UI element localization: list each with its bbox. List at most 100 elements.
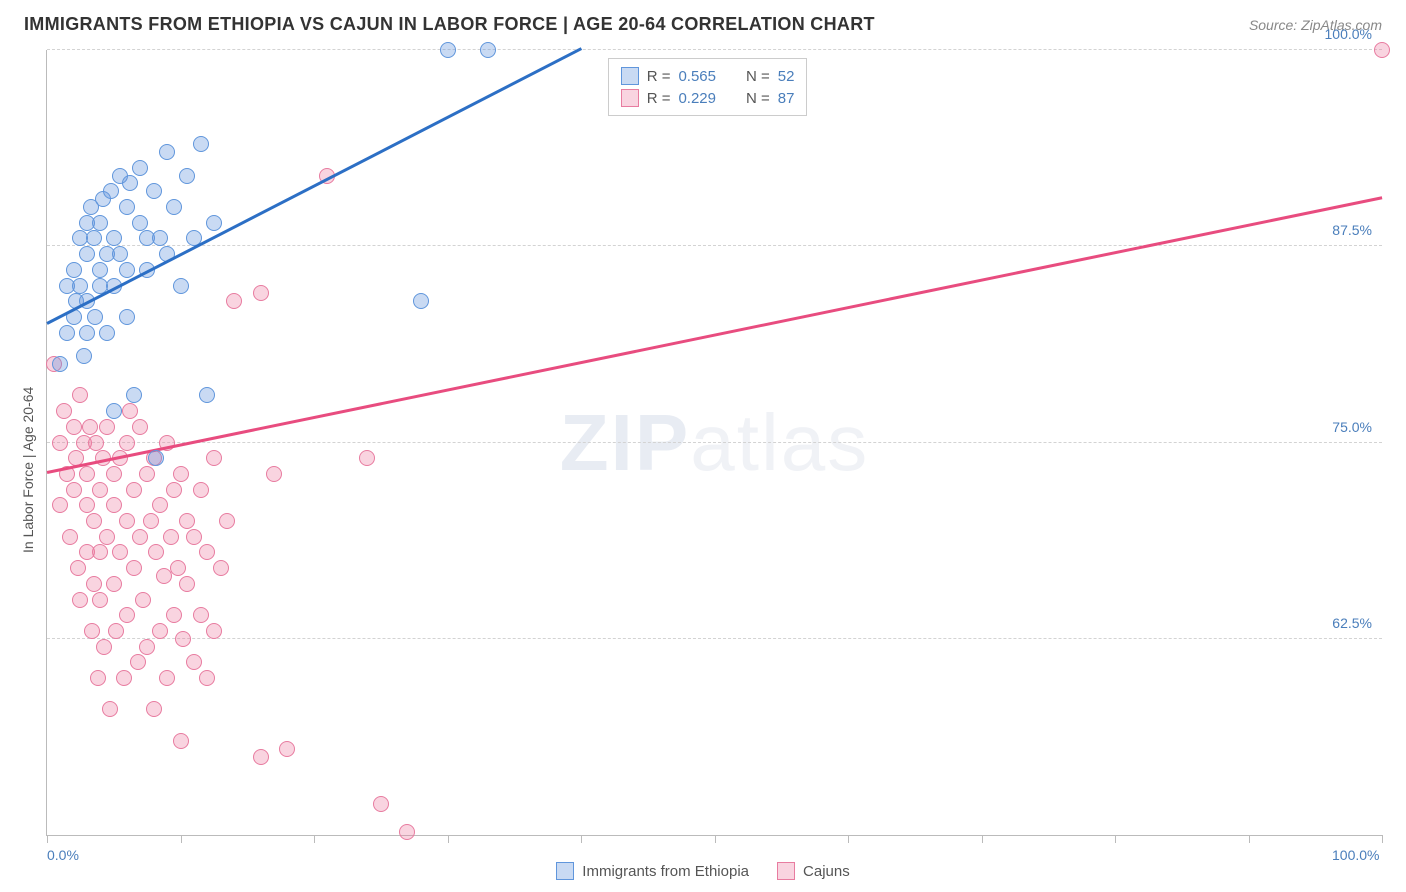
data-point-cajun <box>206 623 222 639</box>
x-tick-mark <box>448 835 449 843</box>
data-point-ethiopia <box>206 215 222 231</box>
bottom-legend: Immigrants from Ethiopia Cajuns <box>0 862 1406 880</box>
data-point-cajun <box>79 466 95 482</box>
y-axis-label: In Labor Force | Age 20-64 <box>20 387 36 553</box>
data-point-ethiopia <box>79 325 95 341</box>
data-point-cajun <box>173 733 189 749</box>
data-point-ethiopia <box>166 199 182 215</box>
data-point-cajun <box>90 670 106 686</box>
data-point-cajun <box>186 529 202 545</box>
data-point-cajun <box>126 560 142 576</box>
legend-item-ethiopia: Immigrants from Ethiopia <box>556 862 749 880</box>
data-point-cajun <box>199 670 215 686</box>
data-point-cajun <box>135 592 151 608</box>
data-point-cajun <box>266 466 282 482</box>
data-point-cajun <box>56 403 72 419</box>
data-point-ethiopia <box>59 325 75 341</box>
data-point-cajun <box>373 796 389 812</box>
data-point-ethiopia <box>132 215 148 231</box>
data-point-ethiopia <box>66 262 82 278</box>
data-point-cajun <box>119 435 135 451</box>
gridline <box>47 442 1382 443</box>
data-point-ethiopia <box>122 175 138 191</box>
data-point-cajun <box>130 654 146 670</box>
data-point-cajun <box>170 560 186 576</box>
gridline <box>47 638 1382 639</box>
data-point-ethiopia <box>159 144 175 160</box>
data-point-cajun <box>199 544 215 560</box>
data-point-cajun <box>179 576 195 592</box>
y-tick-label: 62.5% <box>1332 615 1372 631</box>
data-point-ethiopia <box>103 183 119 199</box>
data-point-ethiopia <box>193 136 209 152</box>
trend-line-cajun <box>47 197 1382 474</box>
data-point-cajun <box>106 497 122 513</box>
y-tick-label: 75.0% <box>1332 419 1372 435</box>
data-point-cajun <box>173 466 189 482</box>
stats-legend-row-ethiopia: R = 0.565N = 52 <box>621 65 795 87</box>
data-point-cajun <box>1374 42 1390 58</box>
data-point-ethiopia <box>106 403 122 419</box>
data-point-cajun <box>92 544 108 560</box>
data-point-cajun <box>139 639 155 655</box>
data-point-ethiopia <box>148 450 164 466</box>
x-tick-label: 100.0% <box>1332 847 1379 863</box>
x-tick-mark <box>982 835 983 843</box>
data-point-cajun <box>72 387 88 403</box>
scatter-plot: ZIPatlas 62.5%75.0%87.5%100.0%0.0%100.0%… <box>46 50 1382 836</box>
data-point-ethiopia <box>173 278 189 294</box>
data-point-ethiopia <box>79 246 95 262</box>
x-tick-mark <box>1249 835 1250 843</box>
data-point-cajun <box>84 623 100 639</box>
x-tick-label: 0.0% <box>47 847 79 863</box>
data-point-cajun <box>62 529 78 545</box>
data-point-cajun <box>92 592 108 608</box>
data-point-cajun <box>152 623 168 639</box>
data-point-cajun <box>116 670 132 686</box>
data-point-cajun <box>88 435 104 451</box>
data-point-ethiopia <box>86 230 102 246</box>
data-point-cajun <box>146 701 162 717</box>
data-point-cajun <box>106 466 122 482</box>
data-point-ethiopia <box>76 348 92 364</box>
data-point-cajun <box>213 560 229 576</box>
data-point-cajun <box>193 482 209 498</box>
gridline <box>47 49 1382 50</box>
x-tick-mark <box>1382 835 1383 843</box>
x-tick-mark <box>1115 835 1116 843</box>
data-point-ethiopia <box>126 387 142 403</box>
data-point-cajun <box>92 482 108 498</box>
data-point-ethiopia <box>119 262 135 278</box>
data-point-cajun <box>253 749 269 765</box>
stats-swatch-ethiopia <box>621 67 639 85</box>
stats-legend-row-cajun: R = 0.229N = 87 <box>621 87 795 109</box>
data-point-ethiopia <box>146 183 162 199</box>
gridline <box>47 245 1382 246</box>
data-point-cajun <box>66 419 82 435</box>
data-point-cajun <box>70 560 86 576</box>
data-point-cajun <box>143 513 159 529</box>
data-point-cajun <box>166 607 182 623</box>
data-point-cajun <box>122 403 138 419</box>
data-point-cajun <box>132 529 148 545</box>
data-point-cajun <box>52 497 68 513</box>
data-point-cajun <box>152 497 168 513</box>
data-point-cajun <box>186 654 202 670</box>
legend-swatch-cajun <box>777 862 795 880</box>
y-tick-label: 100.0% <box>1325 26 1372 42</box>
data-point-cajun <box>166 482 182 498</box>
data-point-cajun <box>193 607 209 623</box>
watermark: ZIPatlas <box>560 397 869 489</box>
data-point-cajun <box>102 701 118 717</box>
data-point-ethiopia <box>99 325 115 341</box>
data-point-cajun <box>163 529 179 545</box>
data-point-cajun <box>52 435 68 451</box>
data-point-cajun <box>132 419 148 435</box>
data-point-cajun <box>66 482 82 498</box>
data-point-ethiopia <box>119 199 135 215</box>
data-point-cajun <box>253 285 269 301</box>
data-point-ethiopia <box>92 215 108 231</box>
chart-title: IMMIGRANTS FROM ETHIOPIA VS CAJUN IN LAB… <box>24 14 875 35</box>
data-point-cajun <box>226 293 242 309</box>
stats-legend: R = 0.565N = 52R = 0.229N = 87 <box>608 58 808 116</box>
